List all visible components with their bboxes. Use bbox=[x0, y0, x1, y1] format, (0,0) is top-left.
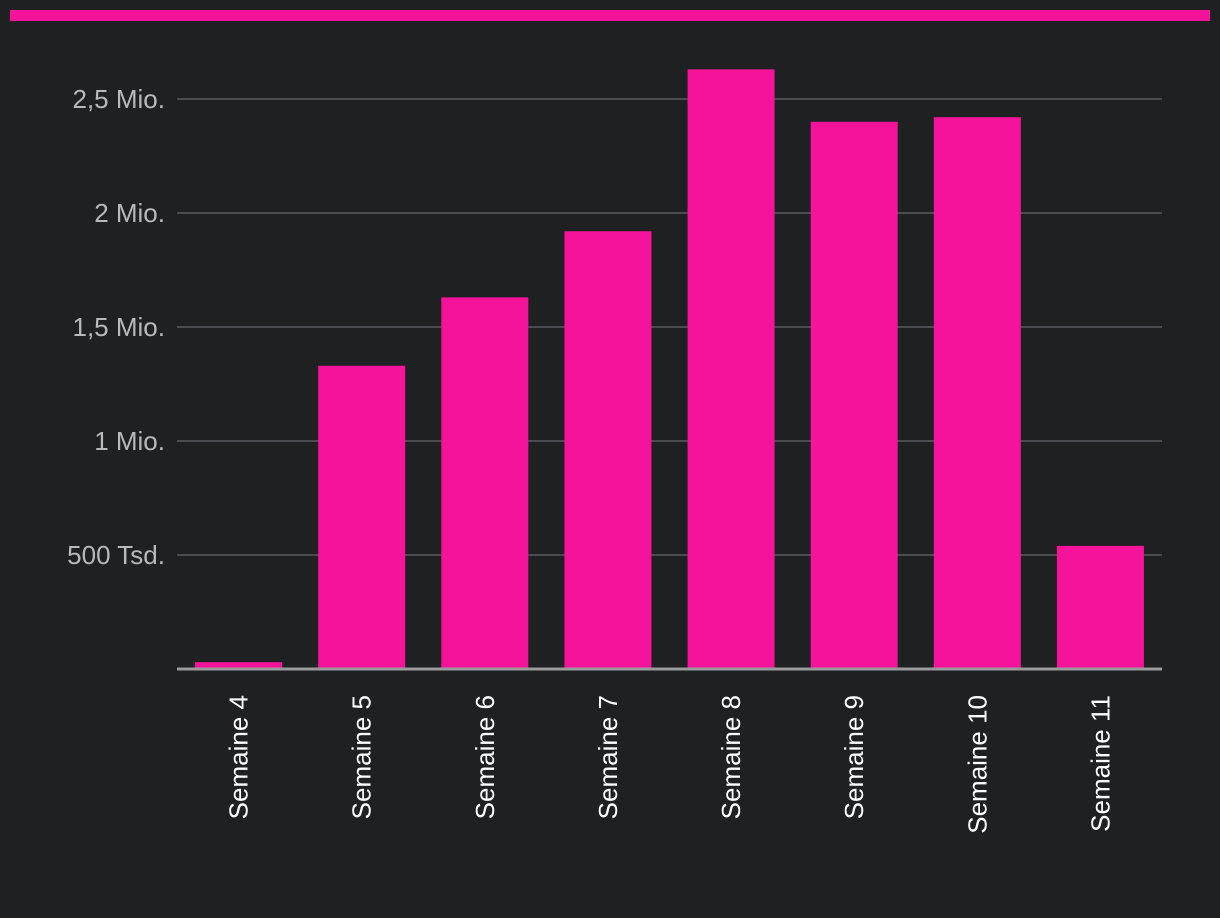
x-tick-label: Semaine 8 bbox=[716, 695, 746, 819]
bar bbox=[933, 117, 1021, 670]
bar bbox=[441, 297, 529, 669]
x-tick-label: Semaine 4 bbox=[224, 695, 254, 819]
x-tick-label: Semaine 7 bbox=[593, 695, 623, 819]
bar bbox=[687, 69, 775, 670]
y-tick-label: 1,5 Mio. bbox=[73, 312, 166, 342]
x-tick-label: Semaine 6 bbox=[470, 695, 500, 819]
y-tick-label: 1 Mio. bbox=[94, 426, 165, 456]
bar bbox=[810, 121, 898, 670]
bar bbox=[564, 231, 652, 670]
bar bbox=[1056, 545, 1144, 669]
y-tick-label: 2 Mio. bbox=[94, 198, 165, 228]
x-tick-label: Semaine 11 bbox=[1085, 695, 1115, 832]
y-tick-label: 2,5 Mio. bbox=[73, 84, 166, 114]
x-tick-label: Semaine 5 bbox=[347, 695, 377, 819]
bar bbox=[195, 662, 283, 669]
y-tick-label: 500 Tsd. bbox=[67, 540, 165, 570]
x-tick-label: Semaine 10 bbox=[962, 695, 992, 834]
x-tick-label: Semaine 9 bbox=[839, 695, 869, 819]
bar bbox=[318, 365, 406, 669]
accent-top-bar bbox=[10, 10, 1210, 21]
